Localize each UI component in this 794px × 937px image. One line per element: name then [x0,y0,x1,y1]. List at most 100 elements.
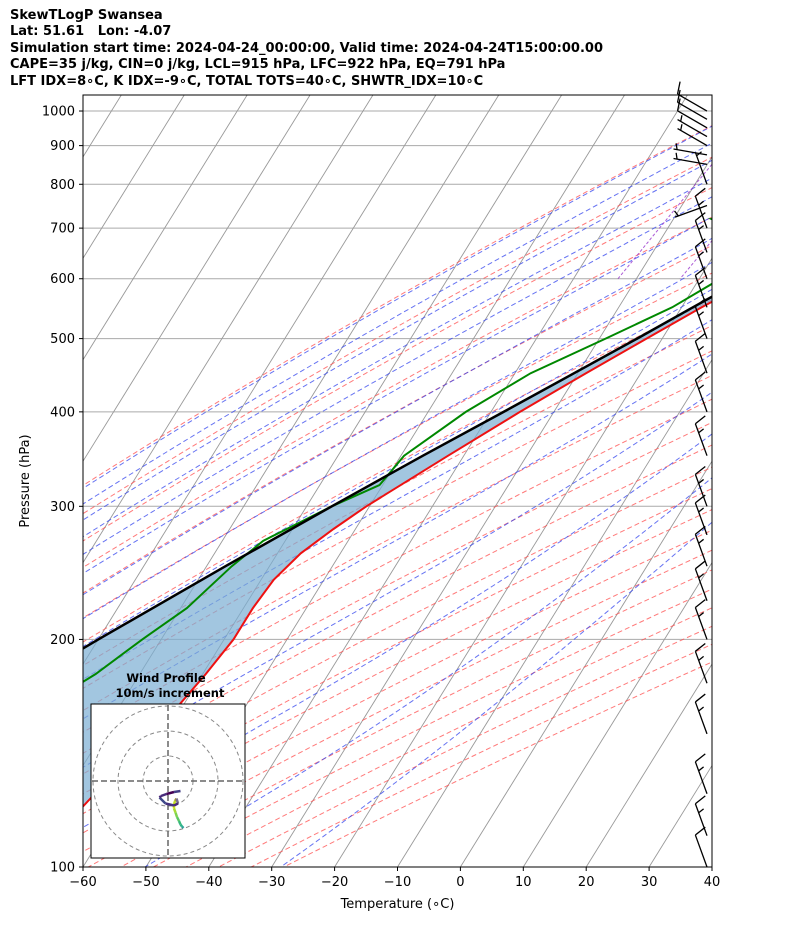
x-axis-label: Temperature (∘C) [340,897,455,912]
y-tick-label: 1000 [42,105,75,120]
mixing-ratio-line [731,95,794,279]
hodograph-segment [181,825,185,829]
hodograph-segment [173,802,179,807]
wind-barb [694,494,708,536]
wind-barb [673,152,708,166]
wind-barb [694,187,708,229]
wind-barb [694,642,708,684]
chart-title: SkewTLogP Swansea [10,8,163,23]
wind-barb [694,753,708,794]
hodograph-segment [175,816,181,822]
wind-barb [694,525,708,567]
dry-adiabat [250,643,712,867]
wind-barb [694,826,708,868]
wind-barb [694,266,708,308]
dry-adiabat [283,661,712,867]
isotherm [83,95,185,260]
isotherm [83,95,311,463]
moist-adiabats [83,125,712,867]
moist-adiabat [83,142,712,505]
dry-adiabat [88,549,712,867]
x-tick-label: 10 [515,875,532,890]
dry-adiabat [83,444,712,775]
y-tick-label: 700 [50,222,75,237]
wind-barb [676,89,708,120]
isotherm [775,95,794,867]
hodograph-segment [165,802,175,807]
y-tick-label: 400 [50,405,75,420]
hodograph-segment [175,798,180,804]
hodograph-segment [172,800,177,805]
wind-barb [694,795,708,836]
y-tick-label: 800 [50,178,75,193]
temperature-profile [83,300,712,808]
dry-adiabat [83,299,712,643]
wind-barb [673,204,708,218]
wind-barb [694,415,708,456]
dry-adiabat [83,488,712,815]
dry-adiabat [83,398,712,733]
isotherm [83,95,437,665]
y-tick-label: 200 [50,633,75,648]
wind-barb [677,124,708,147]
y-tick-label: 900 [50,139,75,154]
indices-line-1: CAPE=35 j/kg, CIN=0 j/kg, LCL=915 hPa, L… [10,57,506,73]
hodograph-segment [173,789,181,794]
y-axis-label: Pressure (hPa) [18,434,33,527]
y-tick-label: 300 [50,500,75,515]
wind-barb [694,371,708,413]
dry-adiabat [83,216,712,569]
parcel-profile [83,295,712,650]
hodograph-segment [160,792,167,798]
dry-adiabat [83,156,712,515]
isotherm [83,95,248,361]
dry-adiabat [83,125,712,487]
isotherm [271,155,712,867]
isotherms [83,95,794,867]
y-tick-label: 500 [50,332,75,347]
moist-adiabat [83,125,712,489]
times-line: Simulation start time: 2024-04-24_00:00:… [10,40,603,56]
y-tick-label: 100 [50,861,75,876]
isotherm [334,257,712,867]
dry-adiabat [83,529,712,853]
wind-barb [676,98,708,129]
wind-barb [677,115,708,138]
isotherm [83,95,374,564]
hodograph-subtitle: 10m/s increment [116,686,225,700]
wind-barb [676,81,708,112]
hodograph-segment [179,823,183,828]
hodograph-segment [174,812,179,818]
x-tick-label: 20 [578,875,595,890]
isotherm [648,764,712,867]
wind-barb [673,143,708,156]
wind-barb [694,465,708,507]
x-tick-label: −40 [195,875,222,890]
moist-adiabat [280,521,712,867]
location-line: Lat: 51.61 Lon: -4.07 [10,24,172,40]
chart-header: SkewTLogP Swansea Lat: 51.61 Lon: -4.07 … [10,8,603,90]
hodograph-segment [166,790,175,796]
x-tick-label: −60 [69,875,96,890]
hodograph-segment [158,796,167,805]
mixing-ratio-line [786,95,794,279]
isotherm [460,460,712,867]
x-tick-label: 40 [704,875,721,890]
x-tick-label: −10 [384,875,411,890]
x-tick-label: 30 [641,875,658,890]
moist-adiabat [83,196,712,555]
moist-adiabat [83,288,712,648]
moist-adiabat [83,261,712,620]
wind-barb [694,599,708,640]
wind-barb [694,560,708,601]
wind-barb [694,212,708,253]
x-tick-label: −30 [258,875,285,890]
moist-adiabat [83,433,712,828]
x-tick-label: −50 [132,875,159,890]
dewpoint-profile [83,217,712,684]
wind-barb [694,693,708,735]
dry-adiabat [83,187,712,542]
isotherm [585,663,712,867]
isotherm [397,358,712,867]
